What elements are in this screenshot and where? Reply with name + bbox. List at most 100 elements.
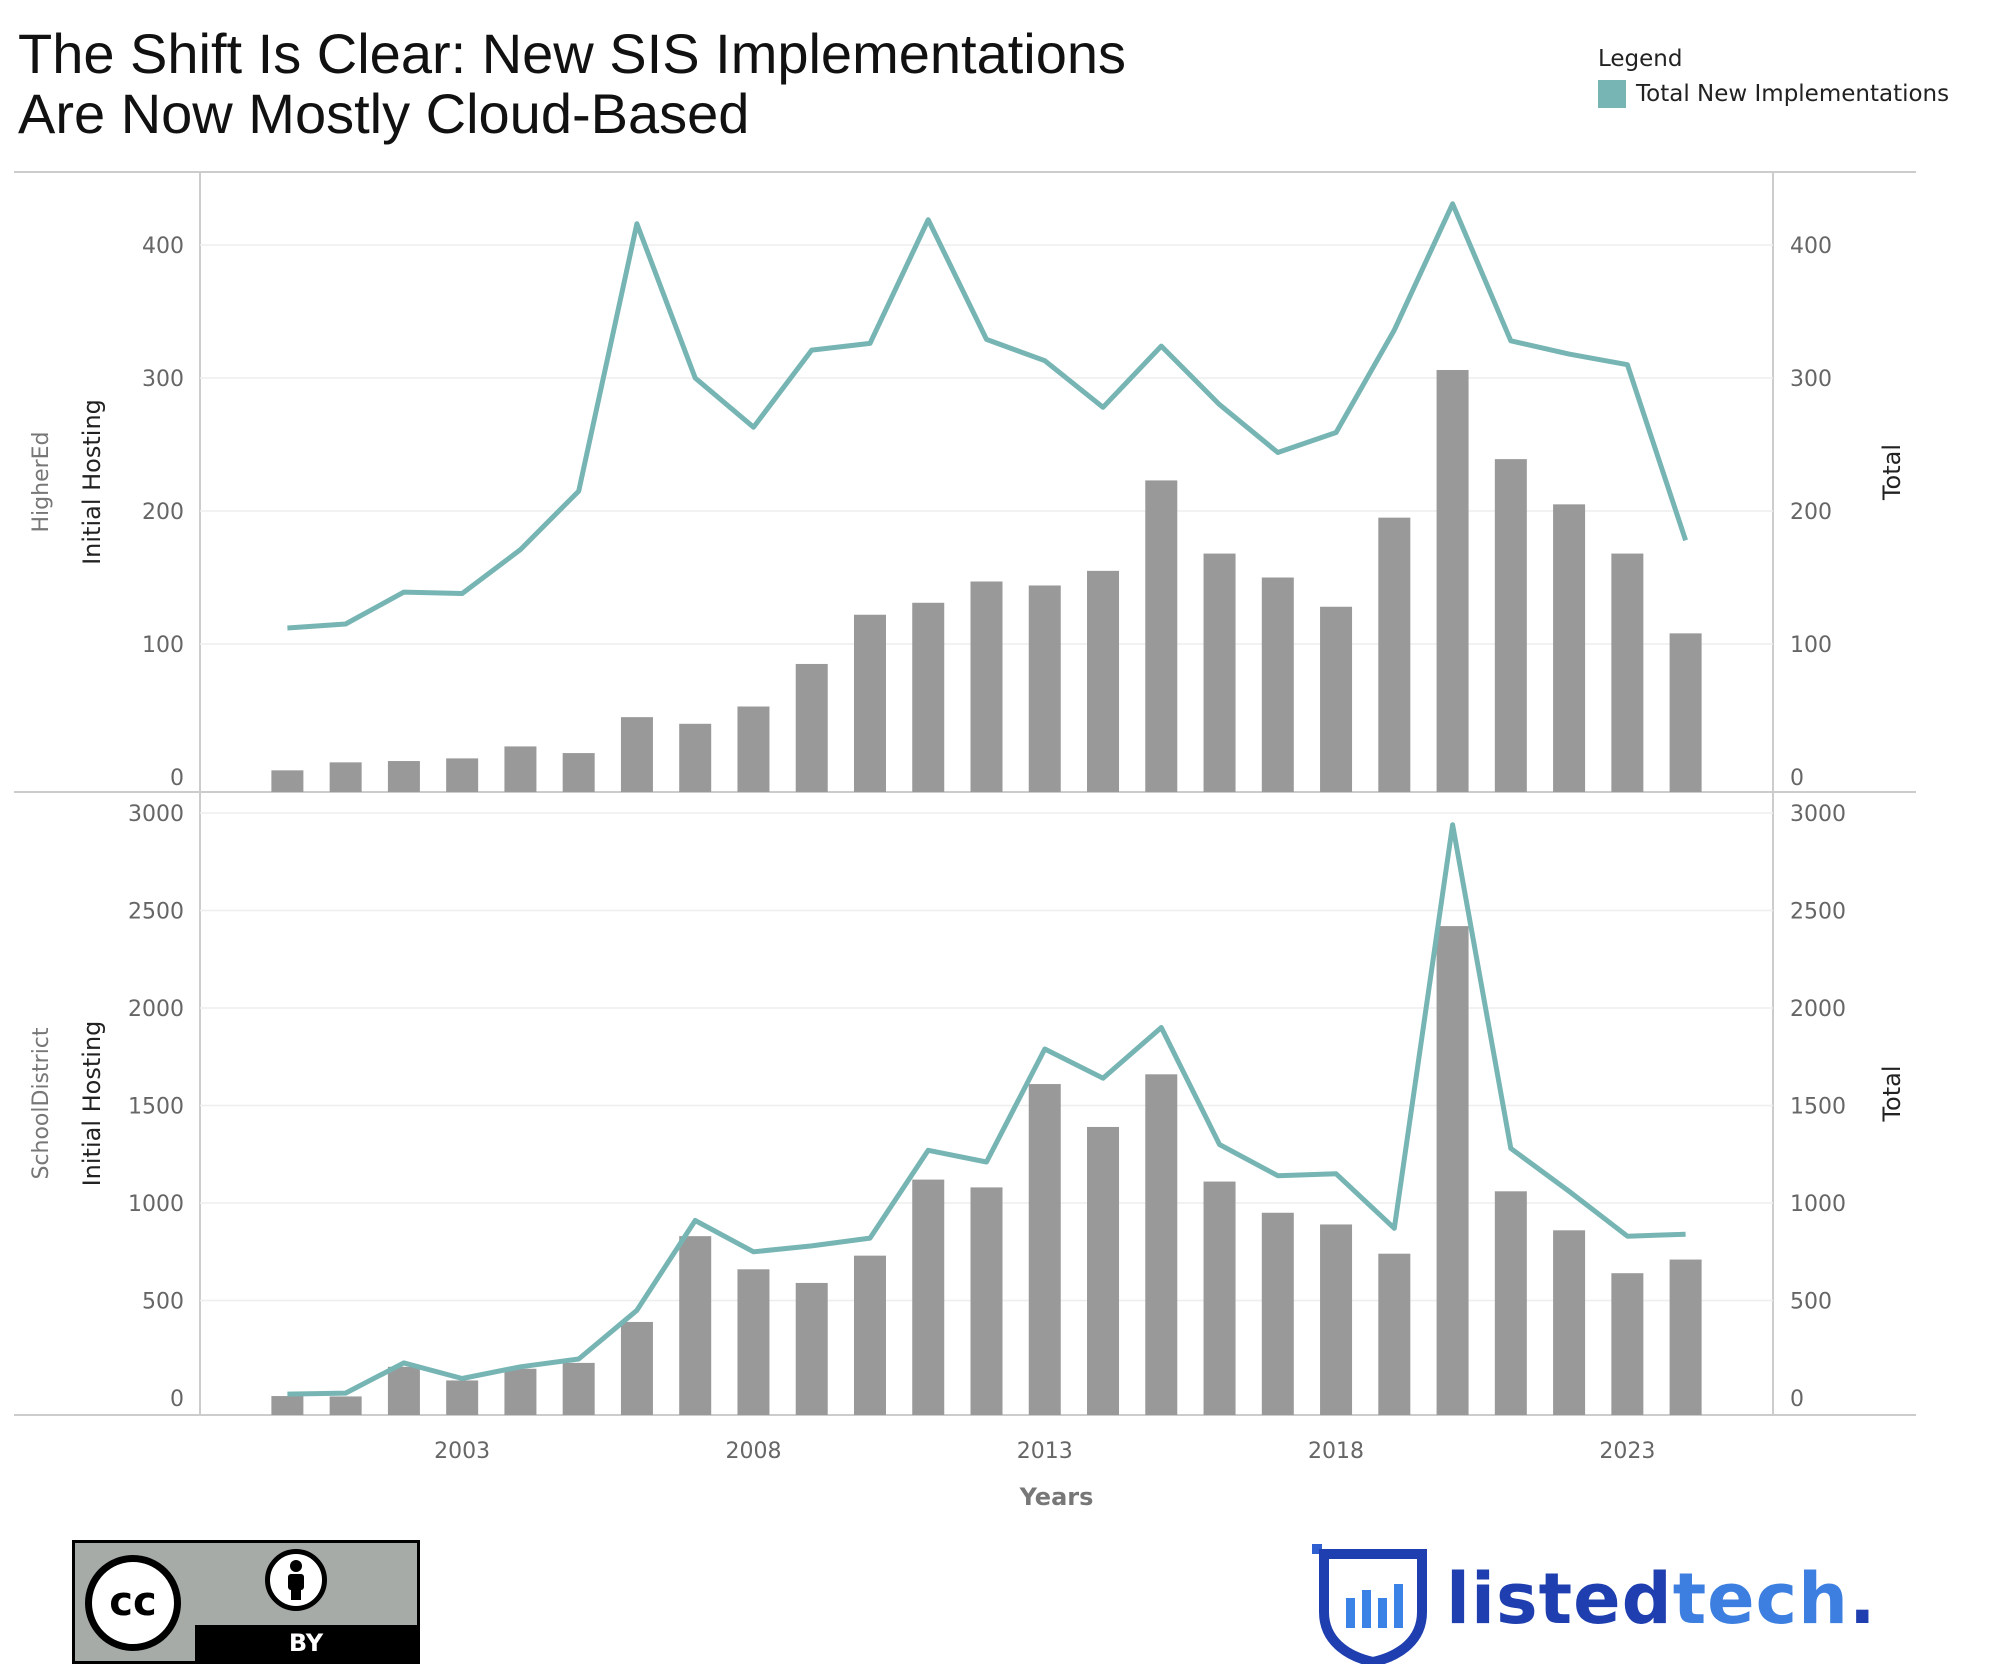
shield-bars-icon [1312,1544,1427,1668]
bar [1436,926,1469,1415]
y-tick-right: 300 [1790,367,1832,392]
brand-name-part2: tech [1672,1558,1849,1640]
bar [1087,1126,1120,1415]
bar [620,1321,653,1415]
facet-label: SchoolDistrict [29,1027,54,1179]
y-tick-left: 0 [170,766,184,791]
chart: 0 0 100 100 200 200 300 300 400 400 HigherEd Initia… [14,171,1916,1510]
x-axis-label: Years [1019,1483,1094,1510]
y-tick-left: 300 [142,367,184,392]
cc-by-label: BY [195,1625,417,1661]
bar [1494,1191,1527,1415]
y-tick-right: 100 [1790,633,1832,658]
y-tick-right: 2500 [1790,900,1846,925]
y-tick-left: 500 [142,1290,184,1315]
bar [562,1362,595,1415]
y-tick-left: 400 [142,234,184,259]
brand-name: listedtech. [1446,1558,1877,1640]
bar [1261,577,1294,792]
y-axis-label-left: Initial Hosting [78,1021,106,1187]
bar [1320,1224,1353,1415]
y-tick-left: 2000 [128,997,184,1022]
y-tick-right: 2000 [1790,997,1846,1022]
cc-by-badge: cc BY [72,1540,420,1664]
bar [1611,553,1644,792]
bar [679,1236,712,1415]
y-tick-left: 1000 [128,1192,184,1217]
y-tick-right: 200 [1790,500,1832,525]
y-axis-label-right: Total [1878,444,1906,501]
bar [679,723,712,792]
y-tick-left: 100 [142,633,184,658]
bar [1669,1259,1702,1415]
bar [1611,1273,1644,1415]
person-icon [265,1549,327,1611]
bar [446,758,479,792]
bar [853,614,886,792]
bar [912,1179,945,1415]
bar [1320,606,1353,792]
bar [1669,633,1702,792]
bar [1087,570,1120,792]
brand-name-part3: . [1848,1558,1877,1640]
bar [504,1368,537,1415]
legend-item-label: Total New Implementations [1636,81,1950,107]
bar [562,753,595,792]
bar [795,1282,828,1415]
y-tick-right: 3000 [1790,802,1846,827]
bar [1553,504,1586,792]
bar [1203,1181,1236,1415]
bar [329,762,362,792]
x-tick-label: 2003 [434,1439,490,1464]
bar [1028,585,1061,792]
bar [1494,459,1527,792]
cc-icon: cc [85,1555,181,1651]
y-tick-right: 1500 [1790,1095,1846,1120]
bar [446,1380,479,1415]
total-line [287,201,1688,631]
x-tick-label: 2008 [725,1439,781,1464]
y-tick-right: 400 [1790,234,1832,259]
bar [387,761,420,792]
y-axis-label-right: Total [1878,1065,1906,1122]
brand-name-part1: listed [1446,1558,1673,1640]
bar [970,1187,1003,1415]
bar [387,1366,420,1415]
bar [1261,1212,1294,1415]
legend-swatch [1598,80,1626,108]
y-tick-right: 500 [1790,1290,1832,1315]
chart-title: The Shift Is Clear: New SIS Implementati… [18,24,1126,144]
bar [912,602,945,792]
bar [795,663,828,792]
bar [970,581,1003,792]
bar [1028,1084,1061,1415]
bar [1378,517,1411,792]
bar [853,1255,886,1415]
y-tick-left: 2500 [128,900,184,925]
bar [620,717,653,792]
legend-title: Legend [1598,46,1683,72]
y-tick-right: 1000 [1790,1192,1846,1217]
facet-label: HigherEd [29,431,54,532]
bar [1378,1253,1411,1415]
y-tick-left: 1500 [128,1095,184,1120]
x-tick-label: 2018 [1308,1439,1364,1464]
bar [271,770,304,792]
chart-title-line-1: The Shift Is Clear: New SIS Implementati… [18,22,1126,85]
y-axis-label-left: Initial Hosting [78,399,106,565]
brand-logo: listedtech. [1310,1540,1876,1668]
legend: Legend Total New Implementations [1598,46,1949,108]
total-line [287,822,1686,1397]
bar [271,1396,304,1415]
bar [1145,1074,1178,1415]
y-tick-left: 0 [170,1387,184,1412]
bar [737,706,770,792]
chart-title-line-2: Are Now Mostly Cloud-Based [18,82,750,145]
y-tick-left: 200 [142,500,184,525]
bar [1553,1230,1586,1415]
bar [1145,480,1178,792]
x-tick-label: 2013 [1017,1439,1073,1464]
bar [504,746,537,792]
bar [1436,370,1469,792]
bar [329,1396,362,1415]
